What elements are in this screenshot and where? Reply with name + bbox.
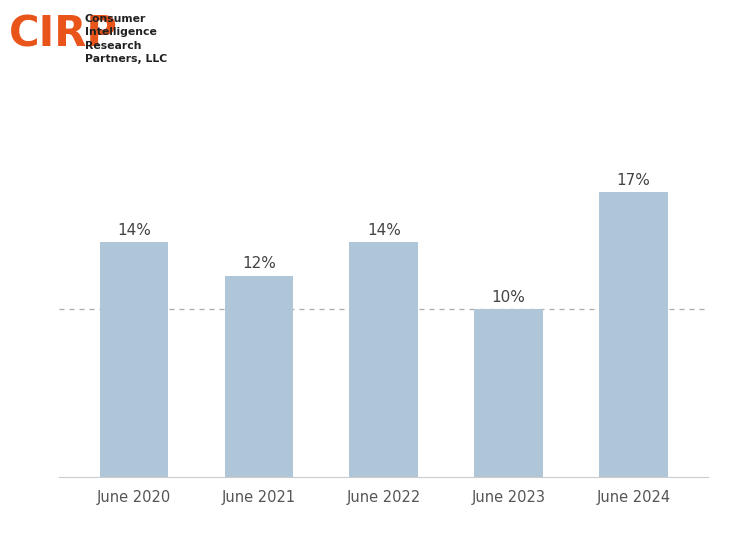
- Bar: [100, 242, 168, 477]
- Bar: [224, 276, 293, 477]
- Text: 10%: 10%: [492, 290, 525, 305]
- Text: 14%: 14%: [117, 223, 151, 238]
- Bar: [349, 242, 418, 477]
- Text: 14%: 14%: [367, 223, 401, 238]
- Text: CIRP: CIRP: [9, 14, 118, 55]
- Text: Consumer
Intelligence
Research
Partners, LLC: Consumer Intelligence Research Partners,…: [85, 14, 167, 64]
- Text: 12%: 12%: [242, 256, 276, 272]
- Bar: [475, 309, 543, 477]
- Bar: [599, 192, 668, 477]
- Text: 17%: 17%: [617, 172, 650, 188]
